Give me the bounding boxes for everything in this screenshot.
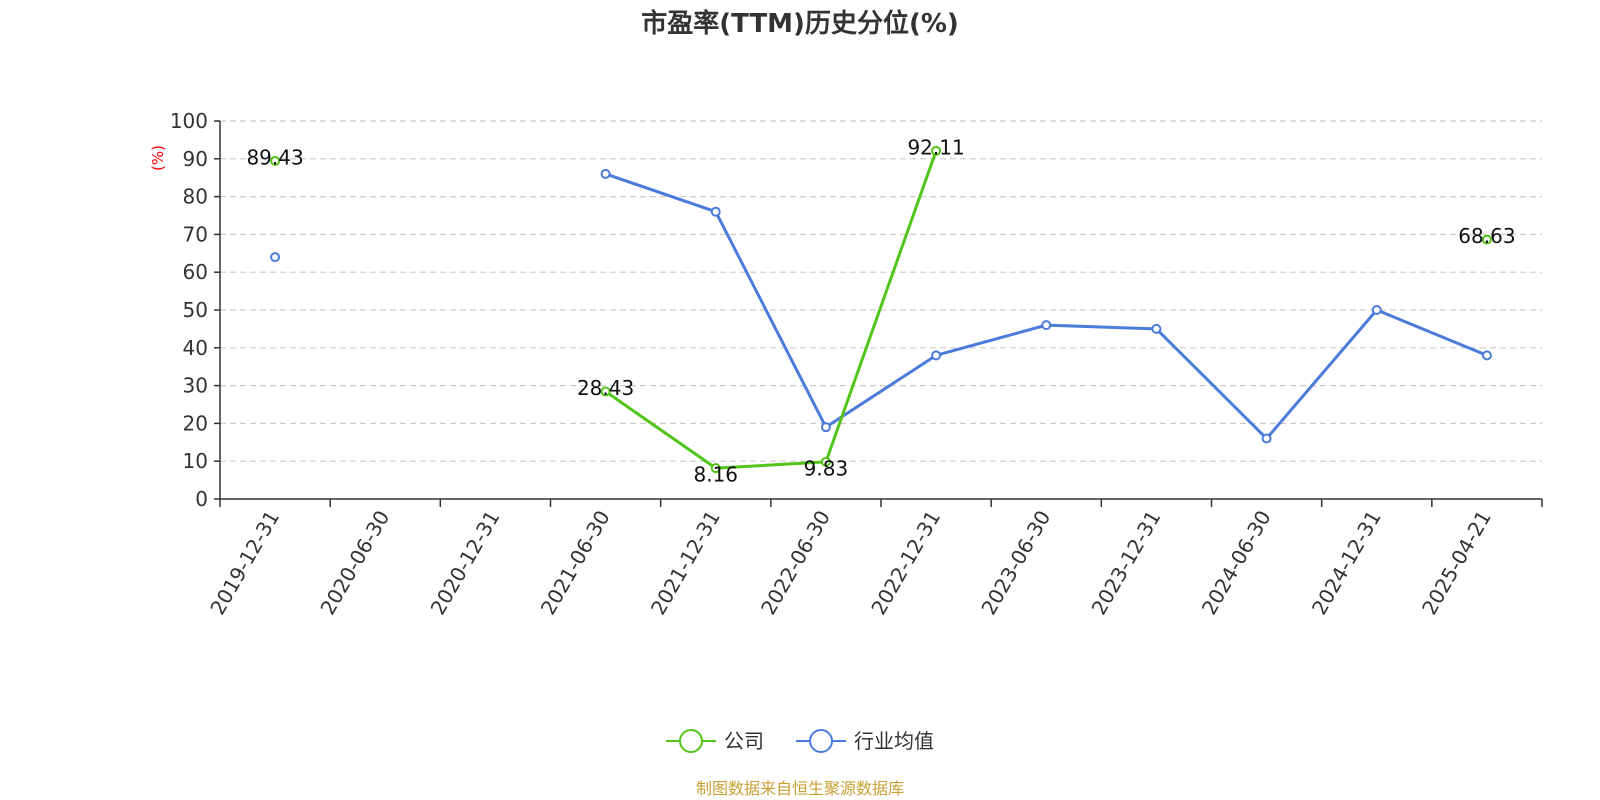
- legend[interactable]: 公司 行业均值: [666, 729, 934, 753]
- data-point[interactable]: [710, 463, 721, 474]
- y-tick-label: 100: [170, 109, 208, 133]
- data-point[interactable]: [270, 155, 281, 166]
- legend-label: 公司: [724, 729, 764, 753]
- legend-label: 行业均值: [854, 729, 934, 753]
- data-point[interactable]: [1481, 234, 1492, 245]
- data-point[interactable]: [931, 145, 942, 156]
- y-tick-label: 20: [183, 411, 208, 435]
- y-tick-label: 10: [183, 449, 208, 473]
- x-tick-label: 2019-12-31: [205, 506, 284, 619]
- source-note: 制图数据来自恒生聚源数据库: [696, 779, 904, 798]
- legend-circle-icon: [809, 729, 833, 753]
- x-tick-label: 2024-12-31: [1307, 506, 1386, 619]
- legend-circle-icon: [679, 729, 703, 753]
- data-label: 9.83: [804, 456, 849, 480]
- series-line: [604, 150, 938, 470]
- chart-title: 市盈率(TTM)历史分位(%): [641, 8, 959, 39]
- y-tick-label: 30: [183, 374, 208, 398]
- y-tick-label: 0: [195, 487, 208, 511]
- x-tick-label: 2022-06-30: [756, 506, 835, 619]
- x-tick-label: 2020-06-30: [315, 506, 394, 619]
- x-tick-label: 2025-04-21: [1417, 506, 1496, 619]
- data-label: 89.43: [246, 145, 303, 169]
- series-0: [270, 145, 1492, 474]
- series-line: [605, 172, 1488, 441]
- legend-item-0[interactable]: 公司: [666, 729, 764, 753]
- data-point[interactable]: [270, 252, 281, 263]
- x-tick-label: 2024-06-30: [1197, 506, 1276, 619]
- x-tick-label: 2021-06-30: [536, 506, 615, 619]
- data-label: 92.11: [907, 135, 964, 159]
- axes: 0 10 20 30 40 50 60 70 80 90 100 2019-12-31 2020-06-…: [170, 109, 1543, 619]
- data-point[interactable]: [1371, 305, 1382, 315]
- y-tick-label: 90: [183, 147, 208, 171]
- data-point[interactable]: [1481, 350, 1492, 361]
- data-series: [270, 145, 1492, 474]
- y-tick-label: 50: [183, 298, 208, 322]
- data-point[interactable]: [1041, 320, 1052, 331]
- x-tick-label: 2023-06-30: [976, 506, 1055, 619]
- grid-lines: [220, 120, 1542, 462]
- x-tick-label: 2021-12-31: [646, 506, 725, 619]
- data-label: 68.63: [1458, 224, 1515, 248]
- data-point[interactable]: [820, 456, 831, 467]
- y-tick-label: 70: [183, 222, 208, 246]
- data-point[interactable]: [600, 386, 611, 397]
- data-point[interactable]: [1261, 433, 1272, 444]
- y-tick-label: 80: [183, 185, 208, 209]
- data-labels: 89.43 28.43 8.16 9.83 92.11 68.63: [246, 135, 1515, 486]
- series-1: [270, 168, 1492, 444]
- data-point[interactable]: [710, 206, 721, 217]
- data-point[interactable]: [931, 350, 942, 361]
- x-tick-label: 2022-12-31: [866, 506, 945, 619]
- y-tick-label: 60: [183, 260, 208, 284]
- data-label: 8.16: [693, 463, 738, 487]
- legend-item-1[interactable]: 行业均值: [796, 729, 934, 753]
- data-point[interactable]: [820, 422, 831, 433]
- x-tick-label: 2023-12-31: [1087, 506, 1166, 619]
- data-point[interactable]: [1151, 323, 1162, 334]
- x-tick-label: 2020-12-31: [426, 506, 505, 619]
- y-tick-label: 40: [183, 336, 208, 360]
- y-axis-unit-label: (%): [149, 145, 167, 171]
- data-label: 28.43: [577, 376, 634, 400]
- data-point[interactable]: [600, 168, 611, 179]
